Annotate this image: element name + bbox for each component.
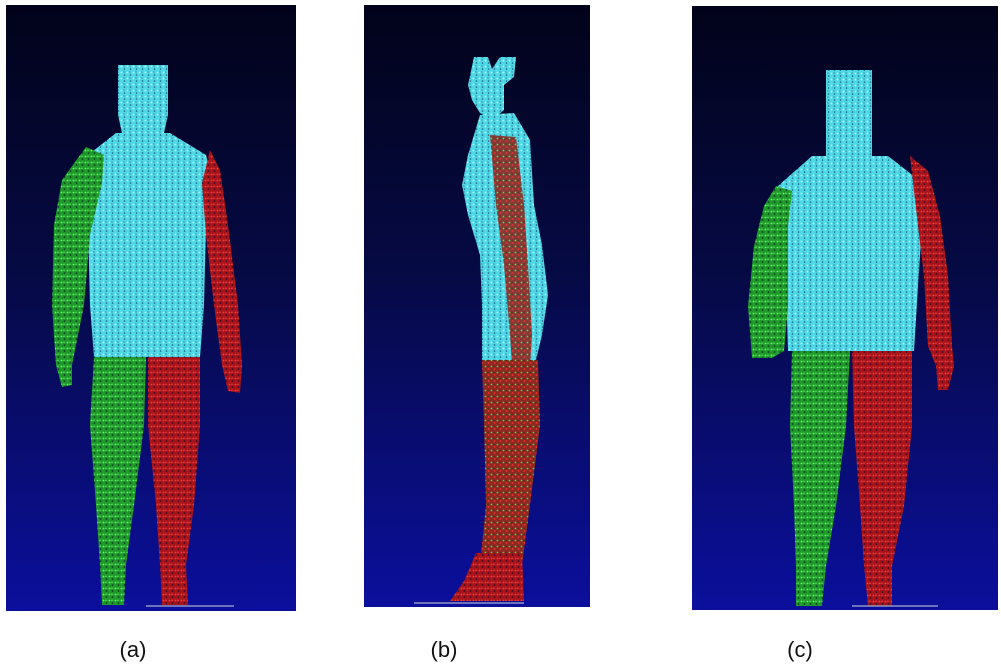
point-cloud-side-view bbox=[364, 5, 590, 607]
point-cloud-back-view bbox=[692, 6, 998, 610]
caption-b: (b) bbox=[430, 637, 458, 662]
caption-c: (c) bbox=[787, 637, 813, 662]
point-cloud-front-view bbox=[6, 5, 296, 611]
caption-a: (a) bbox=[119, 637, 147, 662]
